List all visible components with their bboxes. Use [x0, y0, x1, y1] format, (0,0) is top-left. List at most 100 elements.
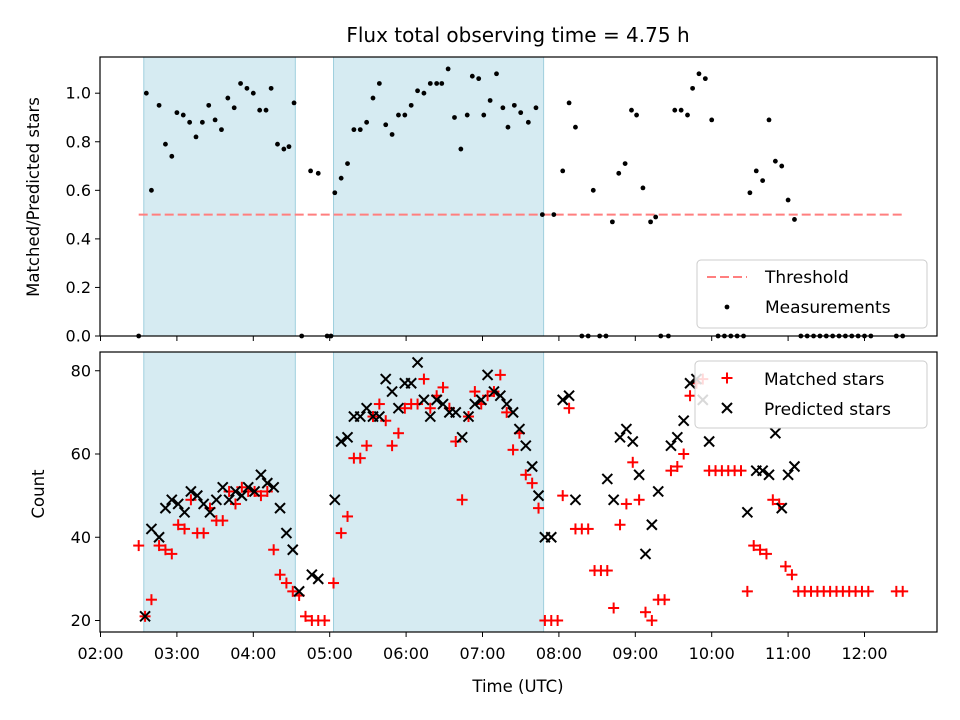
predicted-star-point [335, 435, 347, 448]
predicted-star-point [741, 506, 754, 518]
measurement-point [376, 81, 382, 86]
matched-star-point [450, 436, 462, 448]
predicted-star-point [462, 410, 475, 423]
bottom-y-tick-label: 40 [71, 528, 91, 547]
measurement-point [772, 158, 778, 164]
predicted-star-point [646, 519, 658, 531]
matched-star-point [386, 440, 398, 452]
bottom-series [133, 356, 909, 626]
top-series [136, 66, 906, 339]
measurement-point [551, 212, 557, 218]
predicted-star-point [159, 502, 172, 514]
measurement-point [629, 107, 634, 113]
matched-star-point [354, 452, 366, 464]
measurement-point [505, 124, 511, 130]
matched-star-point [236, 481, 248, 493]
legend-matched-label: Matched stars [764, 370, 884, 390]
top-y-tick-label: 0.0 [66, 327, 91, 346]
matched-star-point [145, 594, 157, 606]
predicted-star-point [769, 427, 782, 439]
bottom-shaded-interval-1 [333, 351, 545, 633]
predicted-star-point [287, 544, 299, 556]
measurement-point [760, 178, 766, 184]
matched-star-point [786, 569, 798, 581]
matched-star-point [678, 448, 690, 460]
bottom-x-tick-label: 04:00 [230, 644, 276, 663]
bottom-legend-box [694, 360, 928, 429]
bottom-y-tick-label: 60 [71, 445, 91, 464]
measurement-point [702, 76, 708, 82]
measurement-point [370, 95, 376, 101]
predicted-star-point [255, 469, 267, 481]
matched-star-point [620, 498, 632, 510]
predicted-star-point [373, 410, 386, 423]
matched-star-point [526, 477, 538, 489]
measurement-point [653, 214, 659, 220]
matched-star-point [437, 381, 449, 393]
measurement-point [244, 85, 250, 91]
matched-star-point [760, 548, 772, 560]
measurement-point [573, 124, 578, 130]
bottom-shading [143, 351, 545, 633]
matched-star-point [159, 544, 171, 556]
measurement-point [792, 217, 797, 222]
measurement-point [263, 107, 269, 113]
matched-star-point [633, 494, 645, 506]
predicted-star-point [306, 569, 318, 581]
matched-star-point [328, 577, 340, 589]
measurement-point [238, 81, 243, 86]
top-shaded-interval-0 [143, 56, 296, 337]
matched-star-point [469, 386, 481, 398]
matched-star-point [507, 444, 519, 456]
top-axes-frame [99, 56, 938, 337]
predicted-star-point [229, 485, 242, 498]
matched-star-point [342, 510, 354, 522]
predicted-star-point [614, 431, 626, 444]
measurement-point [696, 71, 702, 77]
measurement-point [464, 112, 470, 118]
measurement-point [747, 190, 753, 196]
bottom-y-tick-label: 80 [71, 361, 91, 380]
top-y-tick-label: 0.2 [66, 278, 91, 297]
predicted-star-point [563, 390, 575, 402]
matched-star-point [229, 498, 241, 510]
matched-star-point [412, 398, 424, 410]
bottom-x-tick-label: 09:00 [612, 644, 658, 663]
predicted-star-point [217, 481, 229, 494]
top-x-ticks [100, 336, 865, 341]
top-shaded-interval-1 [333, 56, 545, 337]
bottom-x-tick-label: 03:00 [154, 644, 200, 663]
predicted-star-point [513, 423, 526, 435]
predicted-star-point [248, 485, 261, 498]
measurement-point [389, 132, 395, 137]
predicted-star-point [236, 489, 248, 502]
measurement-point [193, 134, 199, 140]
measurement-point [616, 170, 622, 176]
predicted-star-point [488, 385, 500, 398]
predicted-star-point [341, 431, 354, 444]
measurement-point [174, 110, 180, 116]
predicted-star-point [185, 485, 197, 498]
top-legend: Threshold Measurements [696, 259, 928, 329]
predicted-star-point [312, 573, 324, 585]
measurement-point [250, 90, 256, 96]
predicted-star-point [788, 460, 801, 473]
predicted-star-point [763, 469, 775, 481]
predicted-star-point [139, 610, 151, 623]
measurement-point [609, 219, 615, 225]
bottom-legend: Matched stars Predicted stars [694, 360, 928, 429]
matched-star-point [501, 406, 513, 418]
bottom-x-tick-label: 07:00 [459, 644, 505, 663]
predicted-star-point [261, 477, 274, 489]
chart-title: Flux total observing time = 4.75 h [346, 23, 689, 47]
predicted-star-point [620, 423, 633, 435]
predicted-star-point [360, 402, 373, 414]
predicted-star-point [280, 527, 293, 539]
measurement-point [672, 107, 678, 113]
predicted-star-point [329, 494, 341, 506]
predicted-star-point [627, 435, 639, 448]
matched-star-point [166, 548, 178, 560]
measurement-point [452, 115, 457, 120]
measurement-point [351, 127, 357, 133]
